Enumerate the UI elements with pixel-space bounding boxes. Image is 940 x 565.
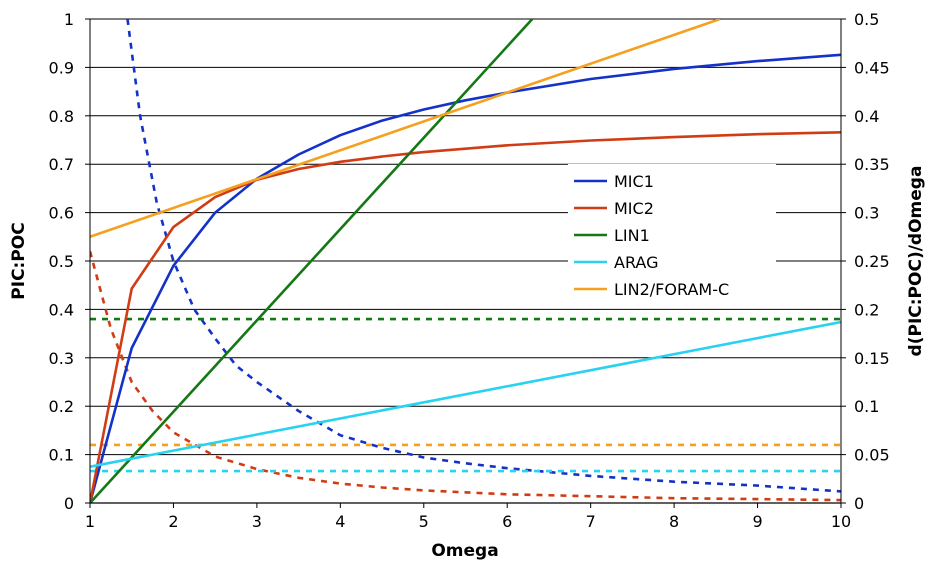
y2-axis-title: d(PIC:POC)/dOmega (906, 166, 926, 357)
lin1-line (90, 19, 534, 503)
y2-tick-label: 0.2 (854, 300, 879, 319)
y-tick-label: 1 (64, 10, 74, 29)
axes (85, 18, 846, 508)
y-tick-label: 0.3 (49, 349, 74, 368)
x-tick-label: 6 (502, 512, 512, 531)
legend: MIC1 MIC2 LIN1 ARAG LIN2/FORAM-C (568, 164, 776, 304)
x-tick-label: 8 (669, 512, 679, 531)
x-tick-label: 3 (252, 512, 262, 531)
mic1-line (90, 53, 841, 503)
y2-tick-label: 0 (854, 494, 864, 513)
legend-label: MIC2 (614, 199, 654, 218)
y2-tick-label: 0.05 (854, 446, 890, 465)
y-tick-label: 0.4 (49, 300, 74, 319)
y-tick-label: 0.8 (49, 107, 74, 126)
x-tick-label: 4 (335, 512, 345, 531)
y-tick-label: 0.7 (49, 155, 74, 174)
x-tick-label: 2 (168, 512, 178, 531)
x-tick-label: 5 (419, 512, 429, 531)
y2-tick-label: 0.25 (854, 252, 890, 271)
y2-tick-label: 0.45 (854, 58, 890, 77)
x-tick-label: 9 (752, 512, 762, 531)
legend-label: LIN1 (614, 226, 650, 245)
mic2-line (90, 131, 841, 503)
y-tick-label: 0.5 (49, 252, 74, 271)
tick-labels: 00.10.20.30.40.50.60.70.80.9100.050.10.1… (49, 10, 890, 531)
legend-label: LIN2/FORAM-C (614, 280, 729, 299)
y-tick-label: 0.2 (49, 397, 74, 416)
x-tick-label: 10 (831, 512, 851, 531)
y2-tick-label: 0.4 (854, 107, 879, 126)
y2-tick-label: 0.3 (854, 204, 879, 223)
y-tick-label: 0.9 (49, 58, 74, 77)
y-tick-label: 0 (64, 494, 74, 513)
lin2-foram-c-line (90, 19, 721, 239)
y2-tick-label: 0.5 (854, 10, 879, 29)
legend-label: MIC1 (614, 172, 654, 191)
y-tick-label: 0.1 (49, 446, 74, 465)
y2-tick-label: 0.15 (854, 349, 890, 368)
legend-label: ARAG (614, 253, 658, 272)
y-tick-label: 0.6 (49, 204, 74, 223)
x-axis-title: Omega (431, 541, 498, 561)
x-tick-label: 1 (85, 512, 95, 531)
y-axis-title: PIC:POC (9, 222, 29, 299)
x-tick-label: 7 (586, 512, 596, 531)
y2-tick-label: 0.1 (854, 397, 879, 416)
series-lines (90, 19, 841, 503)
y2-tick-label: 0.35 (854, 155, 890, 174)
arag-line (90, 320, 841, 468)
